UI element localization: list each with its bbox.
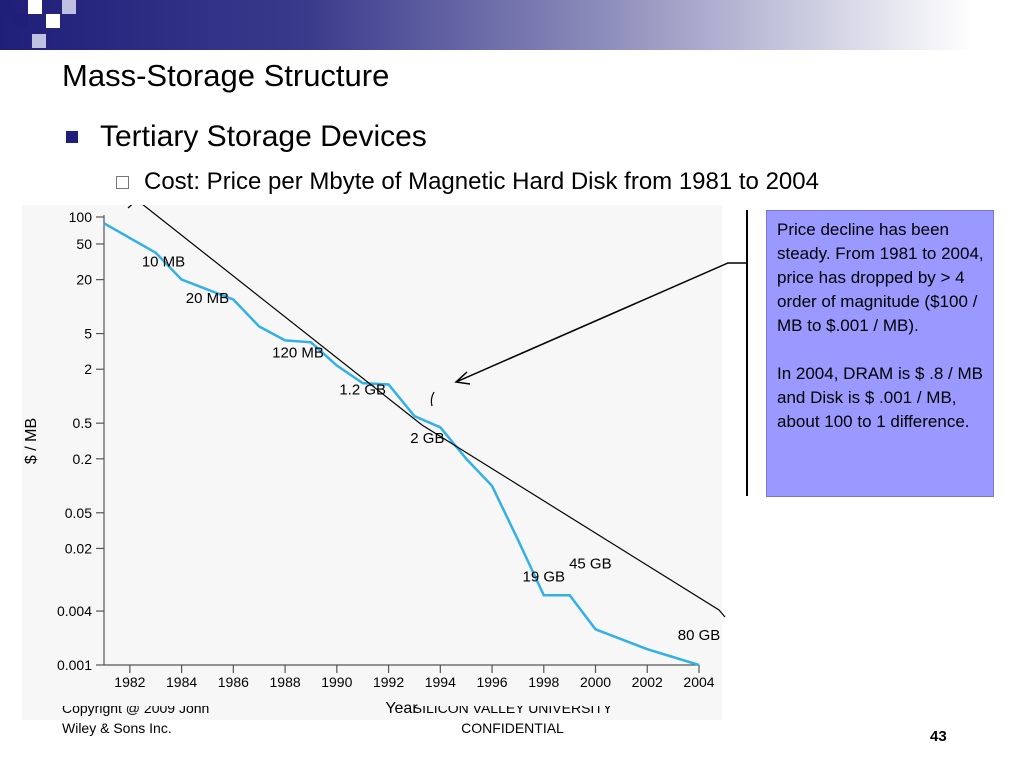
y-tick-label: 100 [69, 209, 93, 225]
hollow-square-bullet-icon [116, 175, 129, 189]
logo-square-5 [32, 34, 46, 48]
capacity-label: 1.2 GB [339, 381, 386, 398]
y-tick-label: 5 [84, 326, 92, 342]
logo-square-1 [0, 0, 14, 14]
bullet-level-2: Cost: Price per Mbyte of Magnetic Hard D… [116, 168, 819, 196]
footer-confidential: SILICON VALLEY UNIVERSITY CONFIDENTIAL [380, 706, 645, 748]
footer-confidential-line-1: SILICON VALLEY UNIVERSITY [412, 706, 613, 716]
capacity-label: 80 GB [678, 627, 721, 644]
x-tick-label: 1982 [114, 674, 145, 690]
y-tick-label: 50 [76, 236, 92, 252]
callout-divider [746, 210, 748, 496]
bullet-level-1-text: Tertiary Storage Devices [100, 120, 427, 153]
x-axis-label: Year [385, 700, 418, 717]
y-tick-label: 0.001 [57, 657, 92, 673]
y-tick-label: 0.004 [57, 603, 92, 619]
y-axis-label: $ / MB [23, 418, 40, 464]
footer-copyright-line-1: Copyright @ 2009 John [62, 706, 210, 716]
x-tick-label: 2002 [632, 674, 663, 690]
price-per-mb-chart: 100 50 20 5 2 0.5 0.2 0.05 0.02 0.004 0.001 1982 19… [22, 205, 726, 720]
square-bullet-icon [66, 131, 78, 143]
x-tick-label: 1990 [321, 674, 352, 690]
y-tick-label: 0.05 [65, 505, 92, 521]
capacity-label: 120 MB [272, 345, 324, 362]
price-series-line [103, 222, 700, 667]
footer-copyright: Copyright @ 2009 John Wiley & Sons Inc. [62, 706, 252, 748]
capacity-label: 10 MB [142, 254, 185, 271]
x-tick-label: 1984 [166, 674, 197, 690]
y-tick-label: 0.02 [65, 540, 92, 556]
y-tick-label: 20 [76, 272, 92, 288]
footer-confidential-line-2: CONFIDENTIAL [461, 720, 564, 736]
slide-title: Mass-Storage Structure [62, 58, 390, 93]
x-tick-label: 1986 [218, 674, 249, 690]
y-tick-label: 0.2 [73, 451, 93, 467]
x-tick-label: 1994 [425, 674, 456, 690]
header-banner [0, 0, 1024, 50]
page-number: 43 [930, 728, 947, 745]
logo-square-4 [46, 14, 60, 28]
x-tick-label: 1998 [528, 674, 559, 690]
footer-copyright-line-2: Wiley & Sons Inc. [62, 720, 172, 736]
note-paragraph-2: In 2004, DRAM is $ .8 / MB and Disk is $… [777, 364, 983, 431]
capacity-label: 19 GB [523, 569, 566, 586]
logo-square-2 [14, 14, 28, 28]
y-tick-label: 2 [84, 361, 92, 377]
logo-square-6 [62, 0, 76, 14]
price-decline-note: Price decline has been steady. From 1981… [766, 210, 994, 497]
x-tick-label: 2000 [580, 674, 611, 690]
note-paragraph-1: Price decline has been steady. From 1981… [777, 220, 984, 335]
x-tick-label: 2004 [683, 674, 714, 690]
capacity-label: 45 GB [569, 555, 612, 572]
capacity-label: 20 MB [186, 290, 229, 307]
x-tick-label: 1988 [270, 674, 301, 690]
bullet-level-1: Tertiary Storage Devices [66, 120, 427, 154]
trend-bracket-line [127, 205, 726, 618]
bullet-level-2-text: Cost: Price per Mbyte of Magnetic Hard D… [144, 168, 819, 195]
x-tick-label: 1996 [476, 674, 507, 690]
logo-square-3 [28, 0, 42, 14]
x-tick-label: 1992 [373, 674, 404, 690]
y-tick-label: 0.5 [73, 415, 93, 431]
